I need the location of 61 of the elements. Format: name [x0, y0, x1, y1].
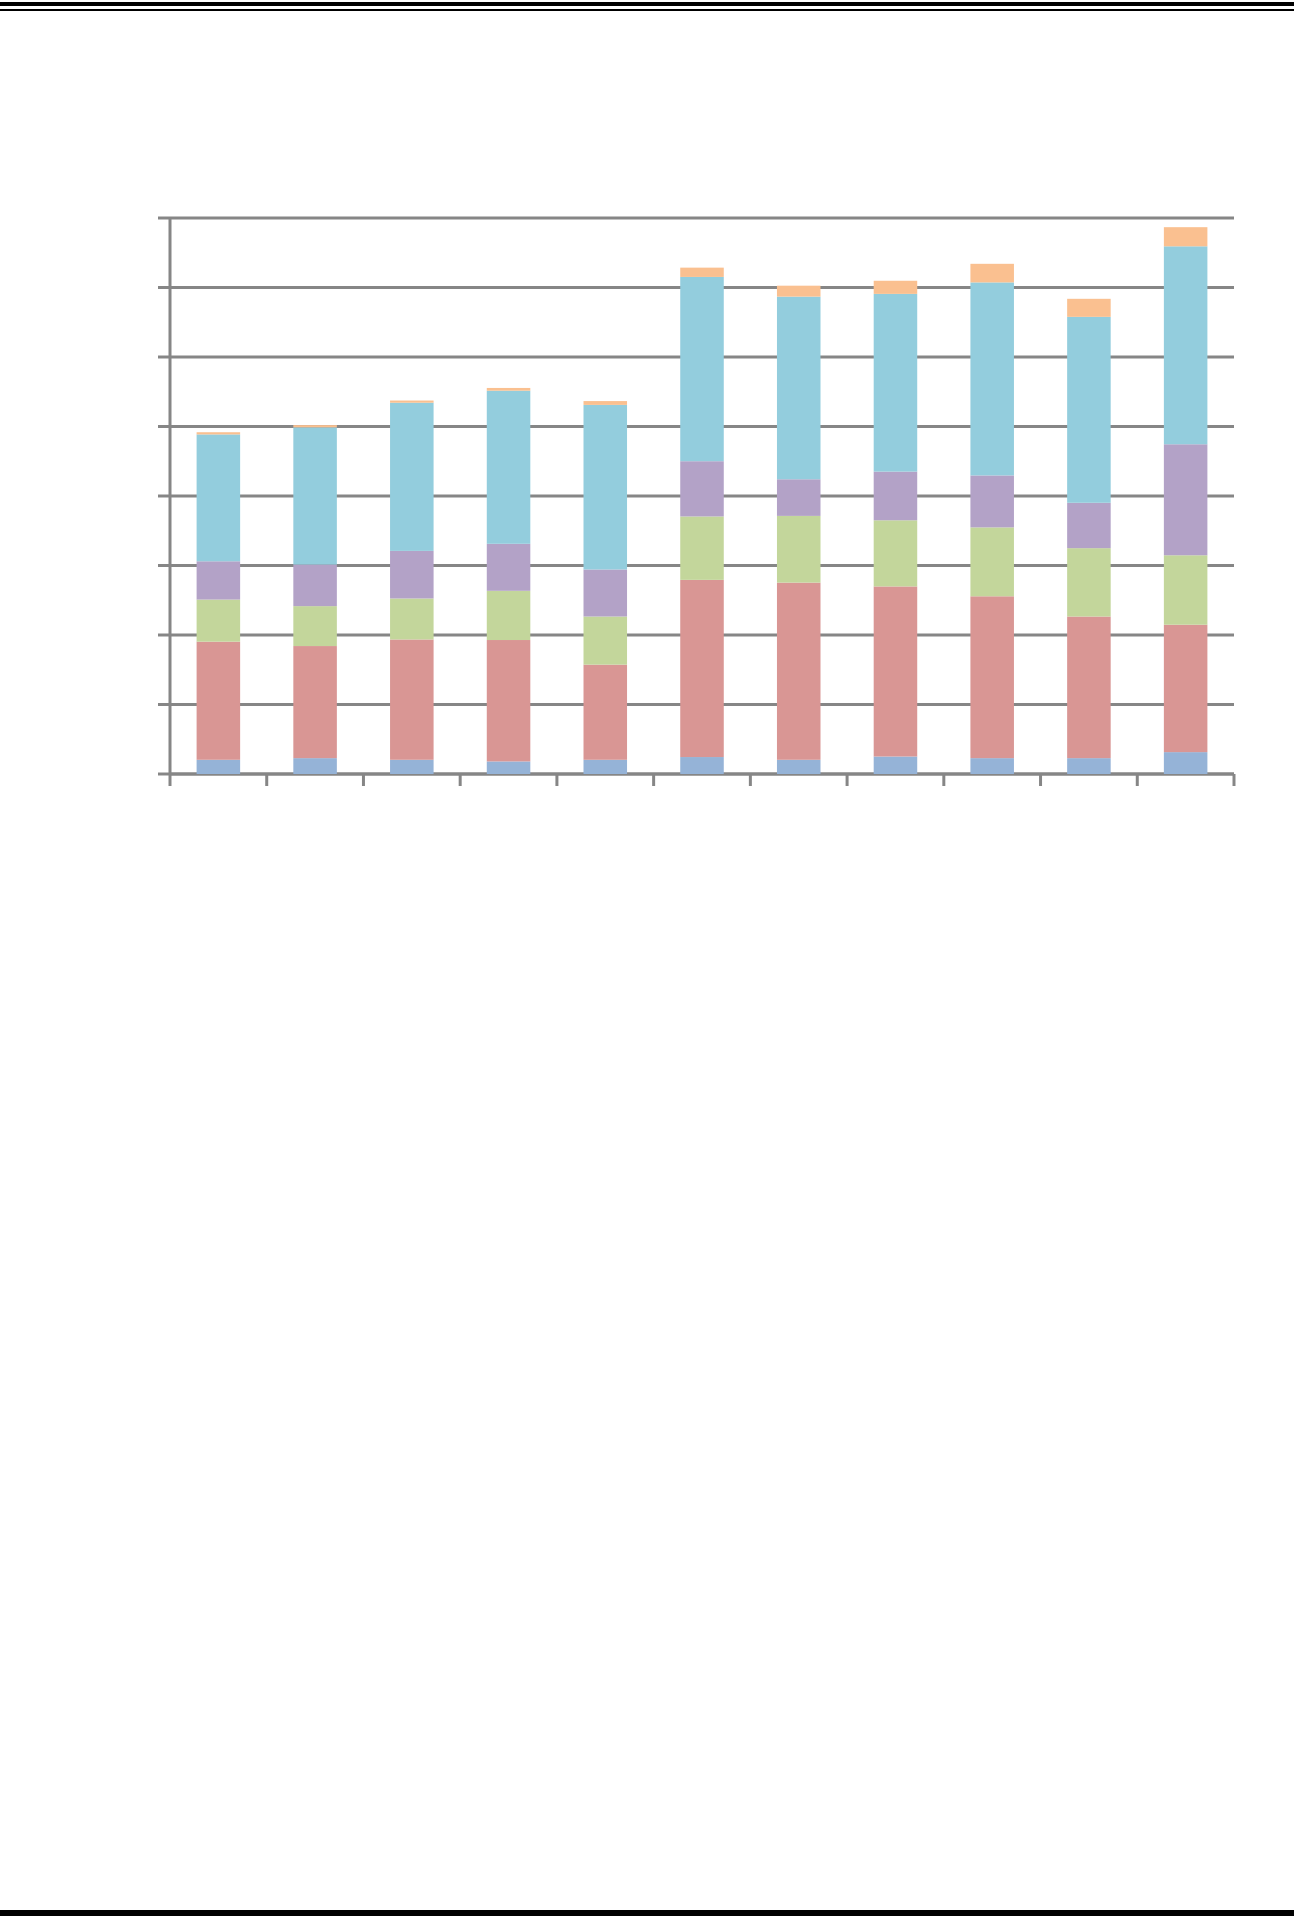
bar	[1067, 616, 1111, 759]
bar	[390, 550, 434, 599]
bar	[583, 664, 628, 760]
bar	[293, 606, 337, 647]
bar	[196, 641, 241, 760]
bar	[1067, 298, 1111, 317]
bar	[1163, 246, 1208, 445]
bar	[680, 267, 724, 277]
bar	[486, 640, 531, 762]
bar	[486, 590, 531, 641]
bar	[196, 599, 241, 642]
bar	[1163, 444, 1208, 556]
bar	[1067, 316, 1111, 503]
bar	[873, 471, 918, 521]
bar	[970, 527, 1014, 597]
bar	[583, 569, 628, 617]
bar	[293, 758, 337, 774]
bar	[293, 564, 337, 607]
bar	[680, 276, 724, 462]
bar	[970, 263, 1014, 283]
bar	[680, 516, 724, 580]
bar	[680, 461, 724, 517]
bar	[390, 639, 434, 760]
bar	[196, 759, 241, 774]
bar	[873, 756, 918, 774]
bar	[1163, 752, 1208, 774]
bar	[390, 759, 434, 774]
bar	[873, 586, 918, 757]
bar	[583, 616, 628, 665]
bar	[776, 515, 821, 583]
bar	[970, 758, 1014, 774]
bar	[486, 390, 531, 544]
bar	[680, 579, 724, 758]
bar	[680, 757, 724, 774]
bar	[1163, 555, 1208, 625]
bar	[196, 434, 241, 562]
bar	[583, 404, 628, 570]
bar	[776, 479, 821, 516]
bar	[293, 427, 337, 565]
bar	[776, 759, 821, 774]
bar	[873, 520, 918, 587]
bar	[873, 280, 918, 294]
bar	[873, 293, 918, 472]
bar	[1067, 758, 1111, 774]
bar	[390, 598, 434, 640]
bar	[776, 296, 821, 480]
bar	[486, 761, 531, 774]
bar	[970, 282, 1014, 476]
bar	[1067, 548, 1111, 617]
bar	[583, 759, 628, 774]
bar	[776, 285, 821, 297]
bar	[390, 402, 434, 551]
bar	[776, 582, 821, 760]
bar	[970, 475, 1014, 528]
bar	[1163, 624, 1208, 753]
bar	[970, 596, 1014, 759]
bar	[1067, 502, 1111, 549]
bar	[1163, 227, 1208, 247]
bar	[196, 561, 241, 600]
bar	[293, 646, 337, 759]
bar	[486, 543, 531, 591]
